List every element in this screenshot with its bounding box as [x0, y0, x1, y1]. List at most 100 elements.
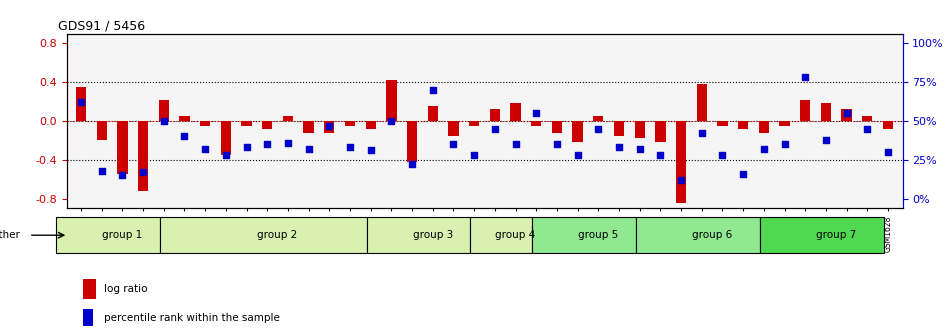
Point [632, 146, 647, 152]
Bar [324, 121, 334, 133]
FancyBboxPatch shape [470, 217, 532, 253]
FancyBboxPatch shape [532, 217, 636, 253]
Bar [469, 121, 480, 126]
Bar [573, 121, 582, 142]
Bar [614, 121, 624, 135]
Text: percentile rank within the sample: percentile rank within the sample [104, 313, 280, 323]
Point [714, 153, 730, 158]
Bar [76, 87, 86, 121]
Point [570, 153, 585, 158]
Bar [593, 116, 603, 121]
Text: group 2: group 2 [257, 230, 297, 240]
FancyBboxPatch shape [636, 217, 760, 253]
FancyBboxPatch shape [56, 217, 160, 253]
Bar [366, 121, 376, 129]
Bar [200, 121, 210, 126]
Bar [84, 279, 96, 299]
Text: group 4: group 4 [495, 230, 536, 240]
Bar [800, 99, 810, 121]
Bar [283, 116, 294, 121]
Bar [779, 121, 789, 126]
Point [487, 126, 503, 131]
Point [777, 141, 792, 147]
Bar [180, 116, 190, 121]
Bar [345, 121, 355, 126]
Bar [738, 121, 749, 129]
Point [508, 141, 523, 147]
Point [591, 126, 606, 131]
Bar [510, 103, 521, 121]
Point [798, 75, 813, 80]
Point [198, 146, 213, 152]
Bar [97, 121, 106, 140]
Point [839, 111, 854, 116]
Point [73, 100, 88, 105]
Point [818, 137, 833, 142]
Text: group 3: group 3 [412, 230, 453, 240]
Bar [303, 121, 314, 133]
Point [674, 177, 689, 183]
Point [94, 168, 109, 173]
Bar [656, 121, 666, 142]
Point [384, 118, 399, 124]
Bar [448, 121, 459, 135]
Text: group 7: group 7 [816, 230, 856, 240]
Bar [717, 121, 728, 126]
Text: group 1: group 1 [103, 230, 142, 240]
Point [694, 131, 710, 136]
Text: group 5: group 5 [579, 230, 618, 240]
Bar [552, 121, 562, 133]
Bar [842, 109, 852, 121]
Point [612, 145, 627, 150]
Bar [696, 84, 707, 121]
Text: log ratio: log ratio [104, 284, 147, 294]
Bar [407, 121, 417, 162]
Bar [138, 121, 148, 191]
Point [239, 145, 255, 150]
Point [342, 145, 357, 150]
Point [653, 153, 668, 158]
Text: other: other [0, 230, 21, 240]
FancyBboxPatch shape [160, 217, 367, 253]
Bar [821, 103, 831, 121]
Bar [863, 116, 872, 121]
Point [136, 170, 151, 175]
Point [466, 153, 482, 158]
Text: GDS91 / 5456: GDS91 / 5456 [58, 19, 145, 33]
Point [156, 118, 171, 124]
Point [301, 146, 316, 152]
Bar [159, 99, 169, 121]
FancyBboxPatch shape [760, 217, 884, 253]
Point [881, 149, 896, 155]
Point [549, 141, 564, 147]
Point [363, 148, 378, 153]
Bar [84, 309, 93, 326]
Bar [759, 121, 770, 133]
Point [218, 153, 234, 158]
Point [280, 140, 295, 145]
Bar [883, 121, 893, 129]
Point [322, 123, 337, 128]
Bar [262, 121, 273, 129]
Point [259, 141, 275, 147]
Point [426, 87, 441, 93]
Bar [387, 80, 396, 121]
Point [528, 111, 543, 116]
Bar [220, 121, 231, 155]
Point [756, 146, 771, 152]
Bar [675, 121, 686, 204]
FancyBboxPatch shape [367, 217, 470, 253]
Bar [531, 121, 542, 126]
Bar [635, 121, 645, 138]
Bar [241, 121, 252, 126]
Point [405, 162, 420, 167]
Point [860, 126, 875, 131]
Point [115, 173, 130, 178]
Point [177, 134, 192, 139]
Point [735, 171, 751, 176]
Bar [489, 109, 500, 121]
Bar [428, 107, 438, 121]
Point [446, 141, 461, 147]
Bar [117, 121, 127, 174]
Text: group 6: group 6 [692, 230, 732, 240]
